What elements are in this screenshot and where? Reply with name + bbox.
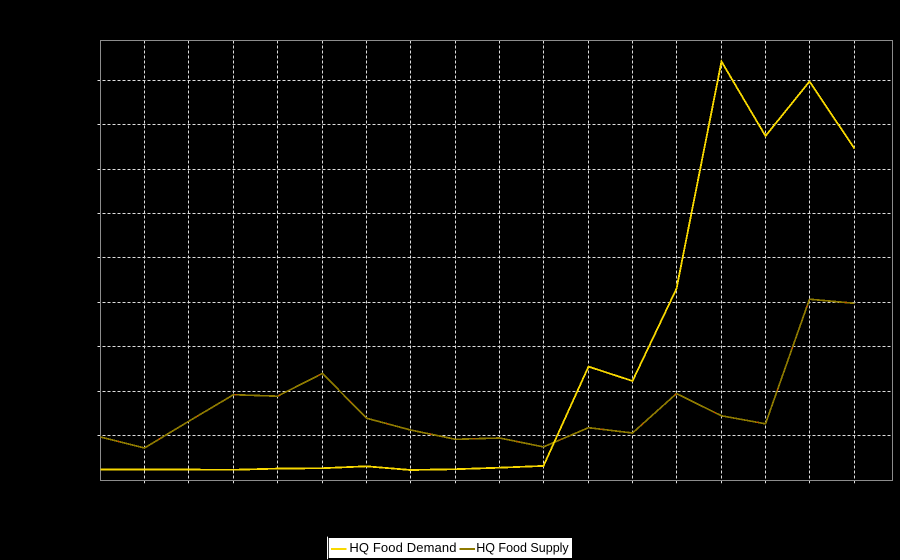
svg-text:HQ Food Demand: HQ Food Demand (349, 540, 456, 555)
svg-text:HQ Food Supply: HQ Food Supply (476, 540, 569, 555)
